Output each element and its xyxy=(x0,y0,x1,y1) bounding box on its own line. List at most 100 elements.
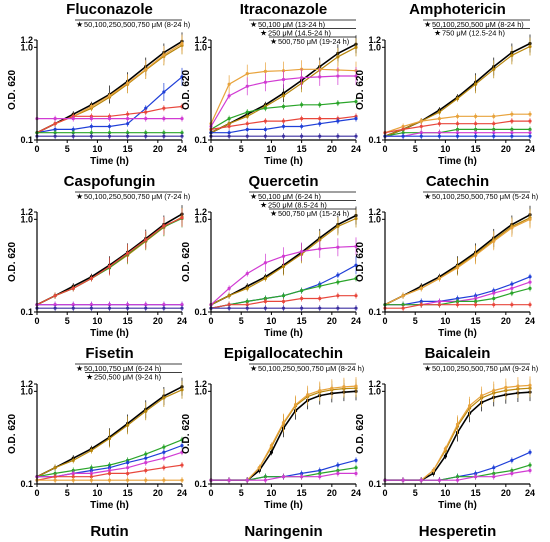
data-point xyxy=(492,296,496,301)
data-point xyxy=(126,478,130,482)
data-point xyxy=(336,463,340,467)
x-tick-label: 20 xyxy=(153,144,163,154)
data-point xyxy=(53,122,57,126)
data-point xyxy=(437,134,441,138)
y-tick-label: 1.0 xyxy=(368,42,381,52)
data-point xyxy=(126,251,130,255)
data-point xyxy=(419,299,423,304)
significance-star: ★ xyxy=(424,20,431,29)
data-point xyxy=(180,478,184,482)
panel-itraconazole: Itraconazole 0 5 10 15 20 24 0.1 1.01.2 Time (h) O… xyxy=(181,1,361,167)
x-tick-label: 15 xyxy=(471,488,481,498)
data-point xyxy=(528,463,532,467)
data-point xyxy=(474,471,478,476)
significance-star: ★ xyxy=(76,192,83,201)
data-point xyxy=(245,286,249,290)
y-axis-label: O.D. 620 xyxy=(355,70,366,110)
y-axis-label: O.D. 620 xyxy=(7,414,18,454)
data-point xyxy=(281,264,286,269)
data-point xyxy=(354,134,358,138)
y-axis-label: O.D. 620 xyxy=(181,70,192,110)
y-tick-label: 0.1 xyxy=(368,307,381,317)
data-point xyxy=(354,466,358,470)
data-point xyxy=(419,303,423,307)
significance-label: 250,500 μM (9-24 h) xyxy=(94,373,161,382)
data-point xyxy=(263,478,267,482)
significance-label: 250 μM (14.5-24 h) xyxy=(268,29,331,38)
data-point xyxy=(437,131,441,135)
data-point xyxy=(53,475,57,479)
data-point xyxy=(401,131,405,135)
x-tick-label: 0 xyxy=(34,488,39,498)
data-point xyxy=(455,266,460,270)
x-tick-label: 0 xyxy=(208,316,213,326)
data-point xyxy=(144,468,148,473)
y-tick-label: 0.1 xyxy=(20,307,33,317)
data-point xyxy=(528,468,532,473)
data-point xyxy=(401,294,405,298)
x-axis-label: Time (h) xyxy=(90,156,129,167)
data-point xyxy=(336,245,340,249)
data-point xyxy=(528,134,532,138)
x-tick-label: 5 xyxy=(413,144,418,154)
data-point xyxy=(107,131,112,135)
data-point xyxy=(516,384,520,388)
x-tick-label: 10 xyxy=(92,144,102,154)
x-tick-label: 10 xyxy=(266,316,276,326)
data-point xyxy=(144,110,148,114)
data-point xyxy=(263,134,267,138)
data-point xyxy=(269,450,274,454)
data-point xyxy=(300,471,304,476)
y-tick-label: 0.1 xyxy=(20,479,33,489)
data-point xyxy=(510,291,514,295)
data-point xyxy=(180,104,184,109)
data-point xyxy=(144,67,148,71)
x-tick-label: 24 xyxy=(177,488,187,498)
y-tick-label: 0.1 xyxy=(194,479,207,489)
data-point xyxy=(401,303,405,307)
data-point xyxy=(455,303,460,307)
y-tick-label: 1.2 xyxy=(194,379,207,389)
bottom-panel-title: Naringenin xyxy=(244,523,322,540)
data-point xyxy=(263,106,267,110)
y-axis-label: O.D. 620 xyxy=(355,414,366,454)
data-point xyxy=(227,131,231,135)
data-point xyxy=(263,80,267,84)
data-point xyxy=(245,84,249,88)
data-point xyxy=(89,306,93,310)
data-point xyxy=(162,117,166,121)
data-point xyxy=(510,134,514,138)
y-tick-label: 1.0 xyxy=(20,386,33,396)
data-point xyxy=(437,303,441,307)
data-point xyxy=(318,471,322,476)
data-point xyxy=(180,450,184,454)
data-point xyxy=(89,478,93,482)
data-point xyxy=(281,299,286,304)
y-tick-label: 1.2 xyxy=(20,35,33,45)
x-tick-label: 20 xyxy=(153,488,163,498)
data-point xyxy=(89,276,93,281)
data-point xyxy=(419,134,423,138)
x-tick-label: 10 xyxy=(92,316,102,326)
data-point xyxy=(107,478,112,482)
data-point xyxy=(144,303,148,307)
x-tick-label: 20 xyxy=(501,488,511,498)
significance-label: 500,750 μM (19-24 h) xyxy=(278,37,349,46)
data-point xyxy=(245,134,249,138)
data-point xyxy=(510,53,514,57)
data-point xyxy=(510,282,514,286)
x-tick-label: 5 xyxy=(65,316,70,326)
data-point xyxy=(53,131,57,135)
data-point xyxy=(437,110,441,114)
data-point xyxy=(162,450,166,454)
significance-label: 50,100 μM (13-24 h) xyxy=(258,20,325,29)
significance-label: 50,100,250,500 μM (8-24 h) xyxy=(432,20,524,29)
data-point xyxy=(126,131,130,135)
significance-star: ★ xyxy=(270,37,277,46)
y-tick-label: 1.0 xyxy=(194,386,207,396)
data-point xyxy=(107,471,112,476)
significance-star: ★ xyxy=(76,20,83,29)
data-point xyxy=(162,303,166,307)
data-point xyxy=(443,454,448,458)
data-point xyxy=(227,82,231,86)
